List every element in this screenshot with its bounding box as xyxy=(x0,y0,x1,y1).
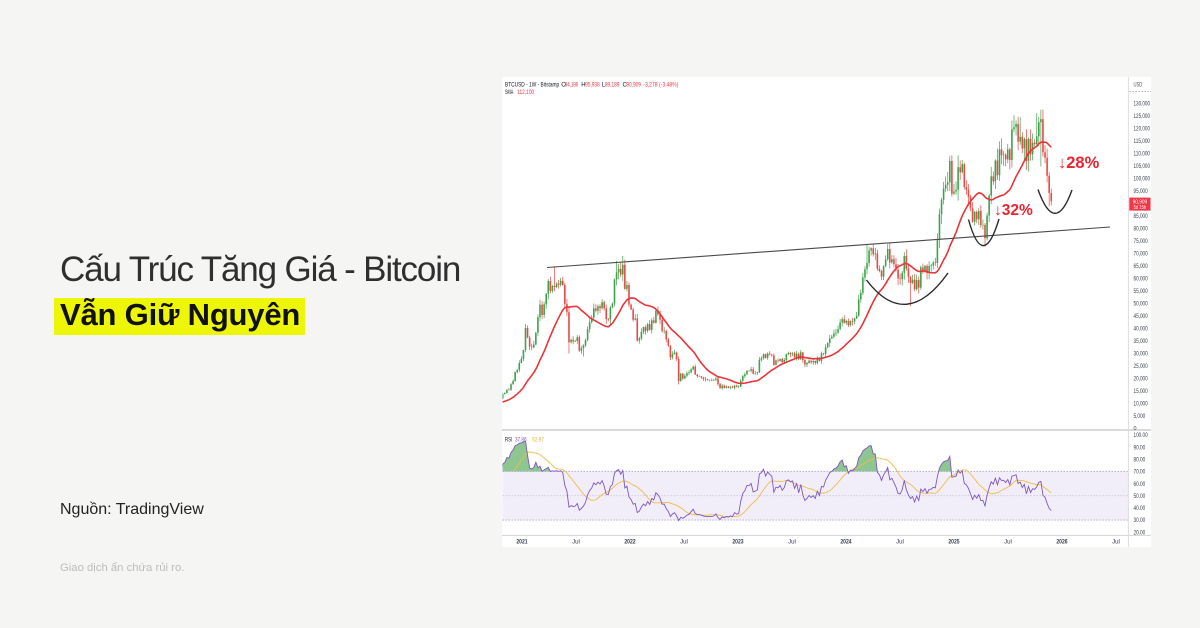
svg-text:37.86: 37.86 xyxy=(515,438,527,444)
svg-text:130,000: 130,000 xyxy=(1134,101,1151,108)
svg-text:60.00: 60.00 xyxy=(1134,482,1146,488)
svg-text:45,000: 45,000 xyxy=(1134,313,1149,320)
svg-text:95,000: 95,000 xyxy=(1134,188,1149,195)
svg-text:120,000: 120,000 xyxy=(1134,126,1151,133)
svg-text:52.97: 52.97 xyxy=(532,438,545,444)
svg-text:50,000: 50,000 xyxy=(1134,301,1149,308)
svg-text:2024: 2024 xyxy=(840,540,852,546)
svg-text:90,909: 90,909 xyxy=(1133,199,1148,205)
svg-text:20.00: 20.00 xyxy=(1134,530,1146,536)
svg-text:10,000: 10,000 xyxy=(1134,401,1149,408)
svg-text:↓28%: ↓28% xyxy=(1058,154,1100,172)
svg-text:40,000: 40,000 xyxy=(1134,326,1149,333)
svg-text:40.00: 40.00 xyxy=(1134,506,1146,512)
svg-text:0: 0 xyxy=(1134,426,1137,432)
svg-text:70.00: 70.00 xyxy=(1134,470,1146,476)
svg-text:2022: 2022 xyxy=(624,540,636,546)
svg-text:L: L xyxy=(602,83,606,89)
svg-text:89,189: 89,189 xyxy=(605,83,620,89)
svg-text:Jul: Jul xyxy=(680,540,688,546)
svg-text:125,000: 125,000 xyxy=(1134,113,1151,120)
svg-text:-3,278 (-3.48%): -3,278 (-3.48%) xyxy=(643,83,678,89)
svg-text:Jul: Jul xyxy=(896,540,904,546)
svg-text:2025: 2025 xyxy=(948,540,960,546)
svg-text:30,000: 30,000 xyxy=(1134,351,1149,358)
svg-text:70,000: 70,000 xyxy=(1134,251,1149,258)
svg-text:5d 15h: 5d 15h xyxy=(1134,205,1147,211)
svg-text:20,000: 20,000 xyxy=(1134,376,1149,383)
svg-text:112,100: 112,100 xyxy=(517,90,535,96)
svg-text:↓32%: ↓32% xyxy=(994,202,1033,219)
svg-text:75,000: 75,000 xyxy=(1134,238,1149,245)
svg-text:O: O xyxy=(561,83,566,89)
svg-text:Jul: Jul xyxy=(572,540,580,546)
svg-text:BTCUSD - 1W - Bitstamp: BTCUSD - 1W - Bitstamp xyxy=(505,83,560,89)
svg-text:60,000: 60,000 xyxy=(1134,276,1149,283)
svg-text:90.00: 90.00 xyxy=(1134,445,1146,451)
svg-text:110,000: 110,000 xyxy=(1134,151,1151,158)
svg-text:15,000: 15,000 xyxy=(1134,388,1149,395)
svg-text:65,000: 65,000 xyxy=(1134,263,1149,270)
svg-text:C: C xyxy=(623,83,628,89)
svg-text:2026: 2026 xyxy=(1056,540,1068,546)
svg-text:2023: 2023 xyxy=(732,540,744,546)
svg-text:105,000: 105,000 xyxy=(1134,163,1151,170)
svg-text:5,000: 5,000 xyxy=(1134,413,1146,420)
svg-text:USD: USD xyxy=(1134,82,1143,89)
svg-text:2021: 2021 xyxy=(516,540,528,546)
svg-text:30.00: 30.00 xyxy=(1134,518,1146,524)
svg-text:RSI: RSI xyxy=(505,438,512,444)
svg-text:50.00: 50.00 xyxy=(1134,494,1146,500)
svg-text:Jul: Jul xyxy=(1112,540,1120,546)
svg-text:Jul: Jul xyxy=(1004,540,1012,546)
svg-text:100.00: 100.00 xyxy=(1134,433,1149,439)
svg-text:80,000: 80,000 xyxy=(1134,226,1149,233)
svg-text:55,000: 55,000 xyxy=(1134,288,1149,295)
svg-text:35,000: 35,000 xyxy=(1134,338,1149,345)
svg-text:85,000: 85,000 xyxy=(1134,213,1149,220)
svg-text:94,186: 94,186 xyxy=(565,83,579,89)
svg-text:100,000: 100,000 xyxy=(1134,176,1151,183)
svg-text:H: H xyxy=(581,83,585,89)
svg-text:25,000: 25,000 xyxy=(1134,363,1149,370)
svg-text:95,938: 95,938 xyxy=(585,83,600,89)
svg-text:90,909: 90,909 xyxy=(626,83,641,89)
svg-text:SMA: SMA xyxy=(505,90,513,96)
svg-text:115,000: 115,000 xyxy=(1134,138,1151,145)
svg-text:80.00: 80.00 xyxy=(1134,458,1146,464)
svg-text:Jul: Jul xyxy=(788,540,796,546)
